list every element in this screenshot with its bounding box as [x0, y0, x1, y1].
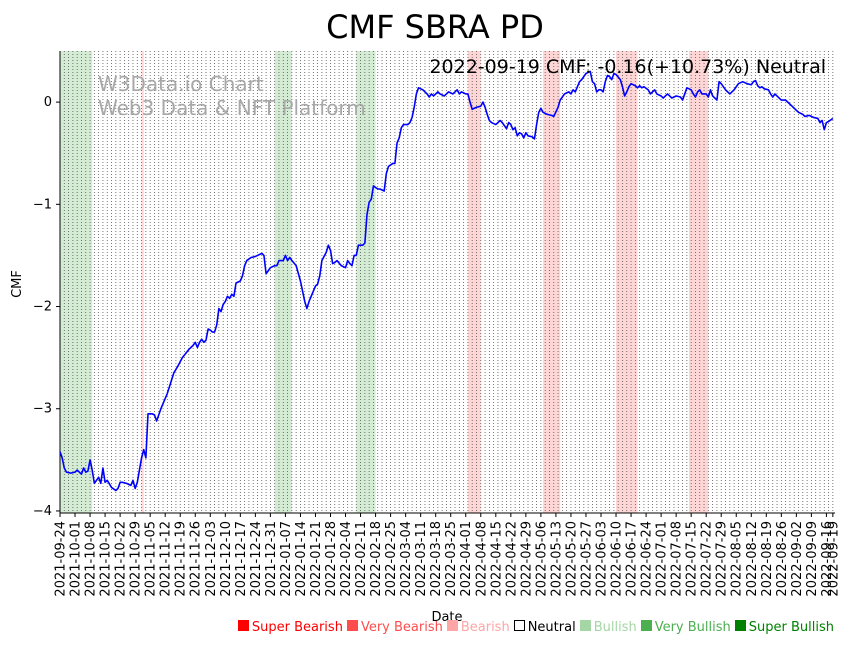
vertical-gridlines — [59, 51, 834, 513]
band-bearish-7 — [689, 51, 709, 513]
x-tick-label: 2022-02-25 — [384, 521, 399, 597]
x-tick-label: 2021-10-22 — [114, 521, 129, 597]
x-tick-label: 2021-10-29 — [129, 521, 144, 597]
sentiment-bands — [60, 51, 709, 513]
y-ticks: 0 −1 −2 −3 −4 — [33, 95, 60, 519]
x-tick-label: 2022-02-04 — [339, 521, 354, 597]
x-tick-label: 2022-02-11 — [354, 521, 369, 597]
x-tick-label: 2021-12-24 — [249, 521, 264, 597]
legend-swatch — [346, 620, 358, 631]
x-tick-label: 2022-01-21 — [309, 521, 324, 597]
y-tick-label: −2 — [33, 300, 52, 315]
x-tick-label: 2022-09-09 — [805, 521, 820, 597]
x-tick-label: 2022-03-18 — [429, 521, 444, 597]
x-tick-label: 2021-11-19 — [174, 521, 189, 597]
x-tick-label: 2021-11-26 — [189, 521, 204, 597]
sentiment-legend: Super Bearish Very Bearish Bearish Neutral B… — [234, 620, 834, 635]
latest-value-annotation: 2022-09-19 CMF: -0.16(+10.73%) Neutral — [429, 56, 826, 78]
x-tick-label: 2022-03-04 — [399, 521, 414, 597]
legend-swatch — [640, 620, 652, 631]
x-tick-label: 2021-12-17 — [234, 521, 249, 597]
x-tick-label: 2022-01-14 — [294, 521, 309, 597]
x-tick-label: 2021-12-31 — [264, 521, 279, 597]
x-tick-label: 2022-08-19 — [760, 521, 775, 597]
band-bullish-0 — [60, 51, 93, 513]
x-tick-label: 2021-10-08 — [84, 521, 99, 597]
x-tick-label: 2022-06-03 — [594, 521, 609, 597]
x-tick-label: 2022-08-12 — [745, 521, 760, 597]
legend-swatch — [237, 620, 249, 631]
legend-item-bearish: Bearish — [446, 620, 510, 635]
y-tick-label: −1 — [33, 197, 52, 212]
x-tick-label: 2022-06-10 — [610, 521, 625, 597]
legend-label: Super Bullish — [748, 620, 834, 635]
band-bullish-3 — [356, 51, 376, 513]
x-tick-label: 2022-07-15 — [685, 521, 700, 597]
cmf-series-line — [59, 70, 834, 492]
legend-item-very-bearish: Very Bearish — [346, 620, 443, 635]
legend-label: Very Bullish — [654, 620, 731, 635]
legend-item-neutral: Neutral — [513, 620, 576, 635]
legend-swatch — [579, 620, 591, 631]
x-tick-label: 2021-11-05 — [144, 521, 159, 597]
y-tick-label: 0 — [44, 95, 52, 110]
legend-item-super-bullish: Super Bullish — [734, 620, 834, 635]
legend-label: Neutral — [527, 620, 576, 635]
x-tick-label: 2022-04-15 — [489, 521, 504, 597]
y-tick-label: −3 — [33, 402, 52, 417]
chart-title: CMF SBRA PD — [326, 8, 544, 46]
legend-label: Very Bearish — [360, 620, 443, 635]
x-tick-label: 2022-09-02 — [790, 521, 805, 597]
x-tick-label: 2022-04-22 — [504, 521, 519, 597]
x-tick-label: 2022-03-25 — [444, 521, 459, 597]
x-tick-label: 2022-06-24 — [640, 521, 655, 597]
legend-label: Bearish — [460, 620, 510, 635]
legend-item-bullish: Bullish — [579, 620, 637, 635]
x-tick-label: 2022-02-18 — [369, 521, 384, 597]
x-tick-label: 2021-09-24 — [54, 521, 69, 597]
x-tick-label: 2022-07-08 — [670, 521, 685, 597]
x-tick-label: 2022-01-07 — [279, 521, 294, 597]
band-bearish-1 — [141, 51, 144, 513]
x-tick-label: 2022-04-01 — [459, 521, 474, 597]
legend-item-very-bullish: Very Bullish — [640, 620, 731, 635]
x-tick-label: 2022-07-22 — [700, 521, 715, 597]
x-tick-label: 2022-09-19 — [826, 521, 841, 597]
x-tick-label: 2022-08-05 — [730, 521, 745, 597]
x-tick-label: 2021-12-10 — [219, 521, 234, 597]
x-tick-label: 2022-05-06 — [534, 521, 549, 597]
legend-item-super-bearish: Super Bearish — [237, 620, 343, 635]
x-tick-label: 2022-06-17 — [625, 521, 640, 597]
legend-label: Bullish — [593, 620, 637, 635]
x-tick-label: 2021-10-15 — [99, 521, 114, 597]
y-axis-label: CMF — [10, 270, 25, 298]
x-tick-label: 2022-08-26 — [775, 521, 790, 597]
x-tick-label: 2022-04-29 — [519, 521, 534, 597]
x-tick-label: 2021-12-03 — [204, 521, 219, 597]
x-tick-label: 2022-04-08 — [474, 521, 489, 597]
legend-label: Super Bearish — [251, 620, 343, 635]
x-tick-label: 2021-10-01 — [69, 521, 84, 597]
watermark-line-2: Web3 Data & NFT Platform — [98, 96, 366, 120]
x-tick-label: 2021-11-12 — [159, 521, 174, 597]
watermark-line-1: W3Data.io Chart — [98, 72, 264, 96]
x-tick-label: 2022-07-29 — [715, 521, 730, 597]
y-tick-label: −4 — [33, 504, 52, 519]
legend-swatch — [513, 620, 525, 631]
x-tick-label: 2022-01-28 — [324, 521, 339, 597]
x-ticks: 2021-09-24 2021-10-01 2021-10-08 2021-10-15… — [54, 513, 841, 597]
x-tick-label: 2022-05-27 — [579, 521, 594, 597]
band-bearish-4 — [467, 51, 481, 513]
band-bearish-5 — [543, 51, 561, 513]
legend-swatch — [734, 620, 746, 631]
x-tick-label: 2022-05-13 — [549, 521, 564, 597]
x-tick-label: 2022-05-20 — [564, 521, 579, 597]
legend-swatch — [446, 620, 458, 631]
x-tick-label: 2022-09-16 — [820, 521, 835, 597]
x-tick-label: 2022-07-01 — [655, 521, 670, 597]
x-tick-label: 2022-03-11 — [414, 521, 429, 597]
